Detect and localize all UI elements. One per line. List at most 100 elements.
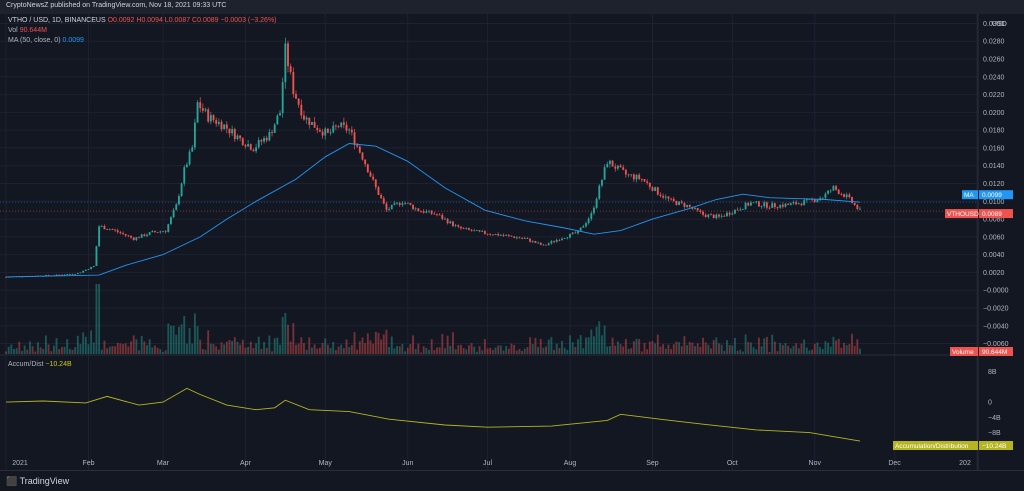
candle-body xyxy=(401,203,404,205)
candle-body xyxy=(779,204,782,208)
volume-bar xyxy=(587,337,590,354)
volume-bar xyxy=(715,337,718,354)
candle-body xyxy=(765,202,768,208)
candle-body xyxy=(162,231,164,233)
candle-body xyxy=(188,151,191,165)
candle-body xyxy=(273,124,276,133)
volume-bar xyxy=(832,336,835,354)
volume-bar xyxy=(827,342,830,354)
candle-body xyxy=(622,167,625,170)
candle-body xyxy=(316,127,319,131)
tradingview-logo[interactable]: ⬛ TradingView xyxy=(6,476,69,487)
time-tick-label: May xyxy=(319,460,333,467)
volume-bar xyxy=(614,345,617,354)
candle-body xyxy=(236,135,239,140)
volume-bar xyxy=(529,337,532,354)
candle-body xyxy=(404,202,406,204)
candle-body xyxy=(452,221,454,227)
candle-body xyxy=(119,232,122,234)
candle-body xyxy=(398,202,401,205)
candle-body xyxy=(385,203,388,210)
candle-body xyxy=(130,235,132,238)
volume-bar xyxy=(239,344,242,354)
candle-body xyxy=(231,129,234,134)
candle-body xyxy=(654,187,657,191)
volume-bar xyxy=(797,348,800,354)
volume-bar xyxy=(177,326,180,354)
volume-bar xyxy=(561,340,563,354)
candle-body xyxy=(718,214,720,217)
candle-body xyxy=(824,193,827,198)
time-tick-label: Oct xyxy=(727,460,738,467)
candle-body xyxy=(569,233,571,238)
ma-tag-label-bg xyxy=(962,190,978,200)
volume-bar xyxy=(662,344,665,354)
volume-bar xyxy=(313,344,316,354)
candle-body xyxy=(308,117,311,125)
candle-body xyxy=(813,199,816,202)
candle-body xyxy=(111,229,114,231)
time-axis: 2021 Feb Mar Apr May Jun Jul Aug Sep Oct Nov Dec 202 xyxy=(12,460,971,467)
time-tick-label: 202 xyxy=(959,460,971,467)
candle-body xyxy=(260,140,263,142)
candle-body xyxy=(672,198,675,201)
candle-body xyxy=(510,235,513,237)
volume-bar xyxy=(853,345,856,354)
chart-area[interactable]: USD 0.0300 0.0280 0.0260 0.0240 0.0220 0.0200 0… xyxy=(0,14,1024,490)
accum-dist-line xyxy=(5,387,861,442)
candle-body xyxy=(851,197,853,203)
price-tick-label: 0.0180 xyxy=(983,128,1005,135)
volume-bar xyxy=(502,350,505,354)
candle-body xyxy=(193,122,196,148)
candle-body xyxy=(156,232,159,233)
volume-bar xyxy=(742,351,744,354)
candle-body xyxy=(100,226,103,227)
candle-body xyxy=(292,72,295,95)
candle-body xyxy=(263,137,265,142)
volume-bar xyxy=(667,344,670,354)
candle-body xyxy=(116,230,119,233)
volume-bar xyxy=(624,338,627,354)
volume-bar xyxy=(374,331,377,354)
symbol-tag-label: VTHOUSD xyxy=(947,211,979,218)
candle-body xyxy=(505,235,508,236)
candle-body xyxy=(249,144,252,150)
candle-body xyxy=(433,213,436,215)
candle-body xyxy=(760,206,763,207)
volume-bar xyxy=(284,312,287,354)
candle-body xyxy=(329,132,332,134)
volume-bar xyxy=(396,345,399,354)
candle-body xyxy=(326,128,329,133)
volume-bar xyxy=(510,343,513,354)
candle-body xyxy=(393,203,396,205)
volume-bar xyxy=(321,342,324,354)
candle-body xyxy=(646,181,649,183)
candle-body xyxy=(688,204,691,207)
candle-body xyxy=(209,115,212,122)
volume-tag-label-bg xyxy=(950,347,978,356)
volume-bar xyxy=(167,323,170,354)
candle-body xyxy=(757,201,760,207)
price-tick-label: 0.0120 xyxy=(983,181,1005,188)
candle-body xyxy=(699,210,702,212)
volume-bar xyxy=(773,341,776,354)
volume-bar xyxy=(438,347,441,354)
volume-bar xyxy=(311,347,313,354)
candle-body xyxy=(537,242,540,244)
volume-bar xyxy=(319,347,321,354)
candle-body xyxy=(324,128,327,136)
volume-bar xyxy=(784,343,787,354)
volume-bar xyxy=(739,349,742,354)
candle-body xyxy=(601,179,603,186)
candle-body xyxy=(800,203,803,206)
volume-bar xyxy=(635,338,638,354)
volume-bar xyxy=(342,348,345,354)
volume-bar xyxy=(856,339,859,354)
candle-body xyxy=(223,124,226,130)
candle-body xyxy=(457,225,460,227)
candle-body xyxy=(515,237,518,239)
volume-bar xyxy=(329,347,332,354)
volume-bar xyxy=(489,347,492,354)
volume-bar xyxy=(114,346,117,354)
